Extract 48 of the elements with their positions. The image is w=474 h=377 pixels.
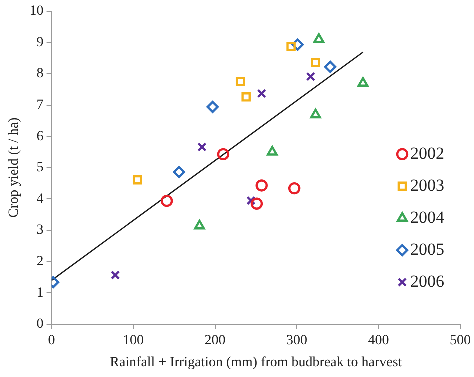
x-tick-label: 200 [204,333,226,348]
x-axis-title: Rainfall + Irrigation (mm) from budbreak to harvest [110,355,402,370]
point [236,77,246,86]
point [257,89,267,98]
x-tick-label: 0 [48,333,56,348]
point [217,148,230,161]
legend-label: 2003 [410,176,444,195]
point [306,72,316,82]
point [160,194,174,208]
y-tick-label: 9 [36,35,44,50]
point [173,166,186,178]
point [292,38,304,51]
point [110,270,120,280]
point [242,92,251,102]
legend-label: 2004 [410,208,445,227]
point [324,61,337,74]
y-tick-label: 7 [36,98,44,113]
point [286,42,296,52]
y-tick-label: 6 [36,129,44,144]
point [310,108,322,119]
point [198,142,207,152]
x-tick-label: 300 [286,333,308,348]
point [206,101,219,114]
y-tick-label: 10 [30,4,44,20]
y-tick-label: 2 [36,254,44,270]
point [246,196,256,206]
point [358,77,369,87]
legend-label: 2002 [410,144,444,163]
point [256,180,268,192]
x-tick-label: 100 [123,333,144,348]
point [267,146,278,156]
y-tick-label: 5 [36,160,44,176]
y-tick-label: 4 [36,192,44,207]
point [194,220,206,230]
y-tick-label: 1 [36,286,44,301]
point [132,175,142,185]
x-tick-label: 500 [450,333,471,348]
y-tick-label: 8 [36,66,44,82]
y-tick-label: 3 [36,223,44,238]
legend-label: 2005 [410,240,444,259]
y-axis-title: Crop yield (t / ha) [7,117,22,218]
x-tick-label: 400 [368,333,390,348]
point [314,33,325,44]
y-tick-label: 0 [36,317,44,332]
legend-label: 2006 [410,272,444,291]
point [311,58,320,68]
point [250,198,264,210]
point [288,182,301,195]
